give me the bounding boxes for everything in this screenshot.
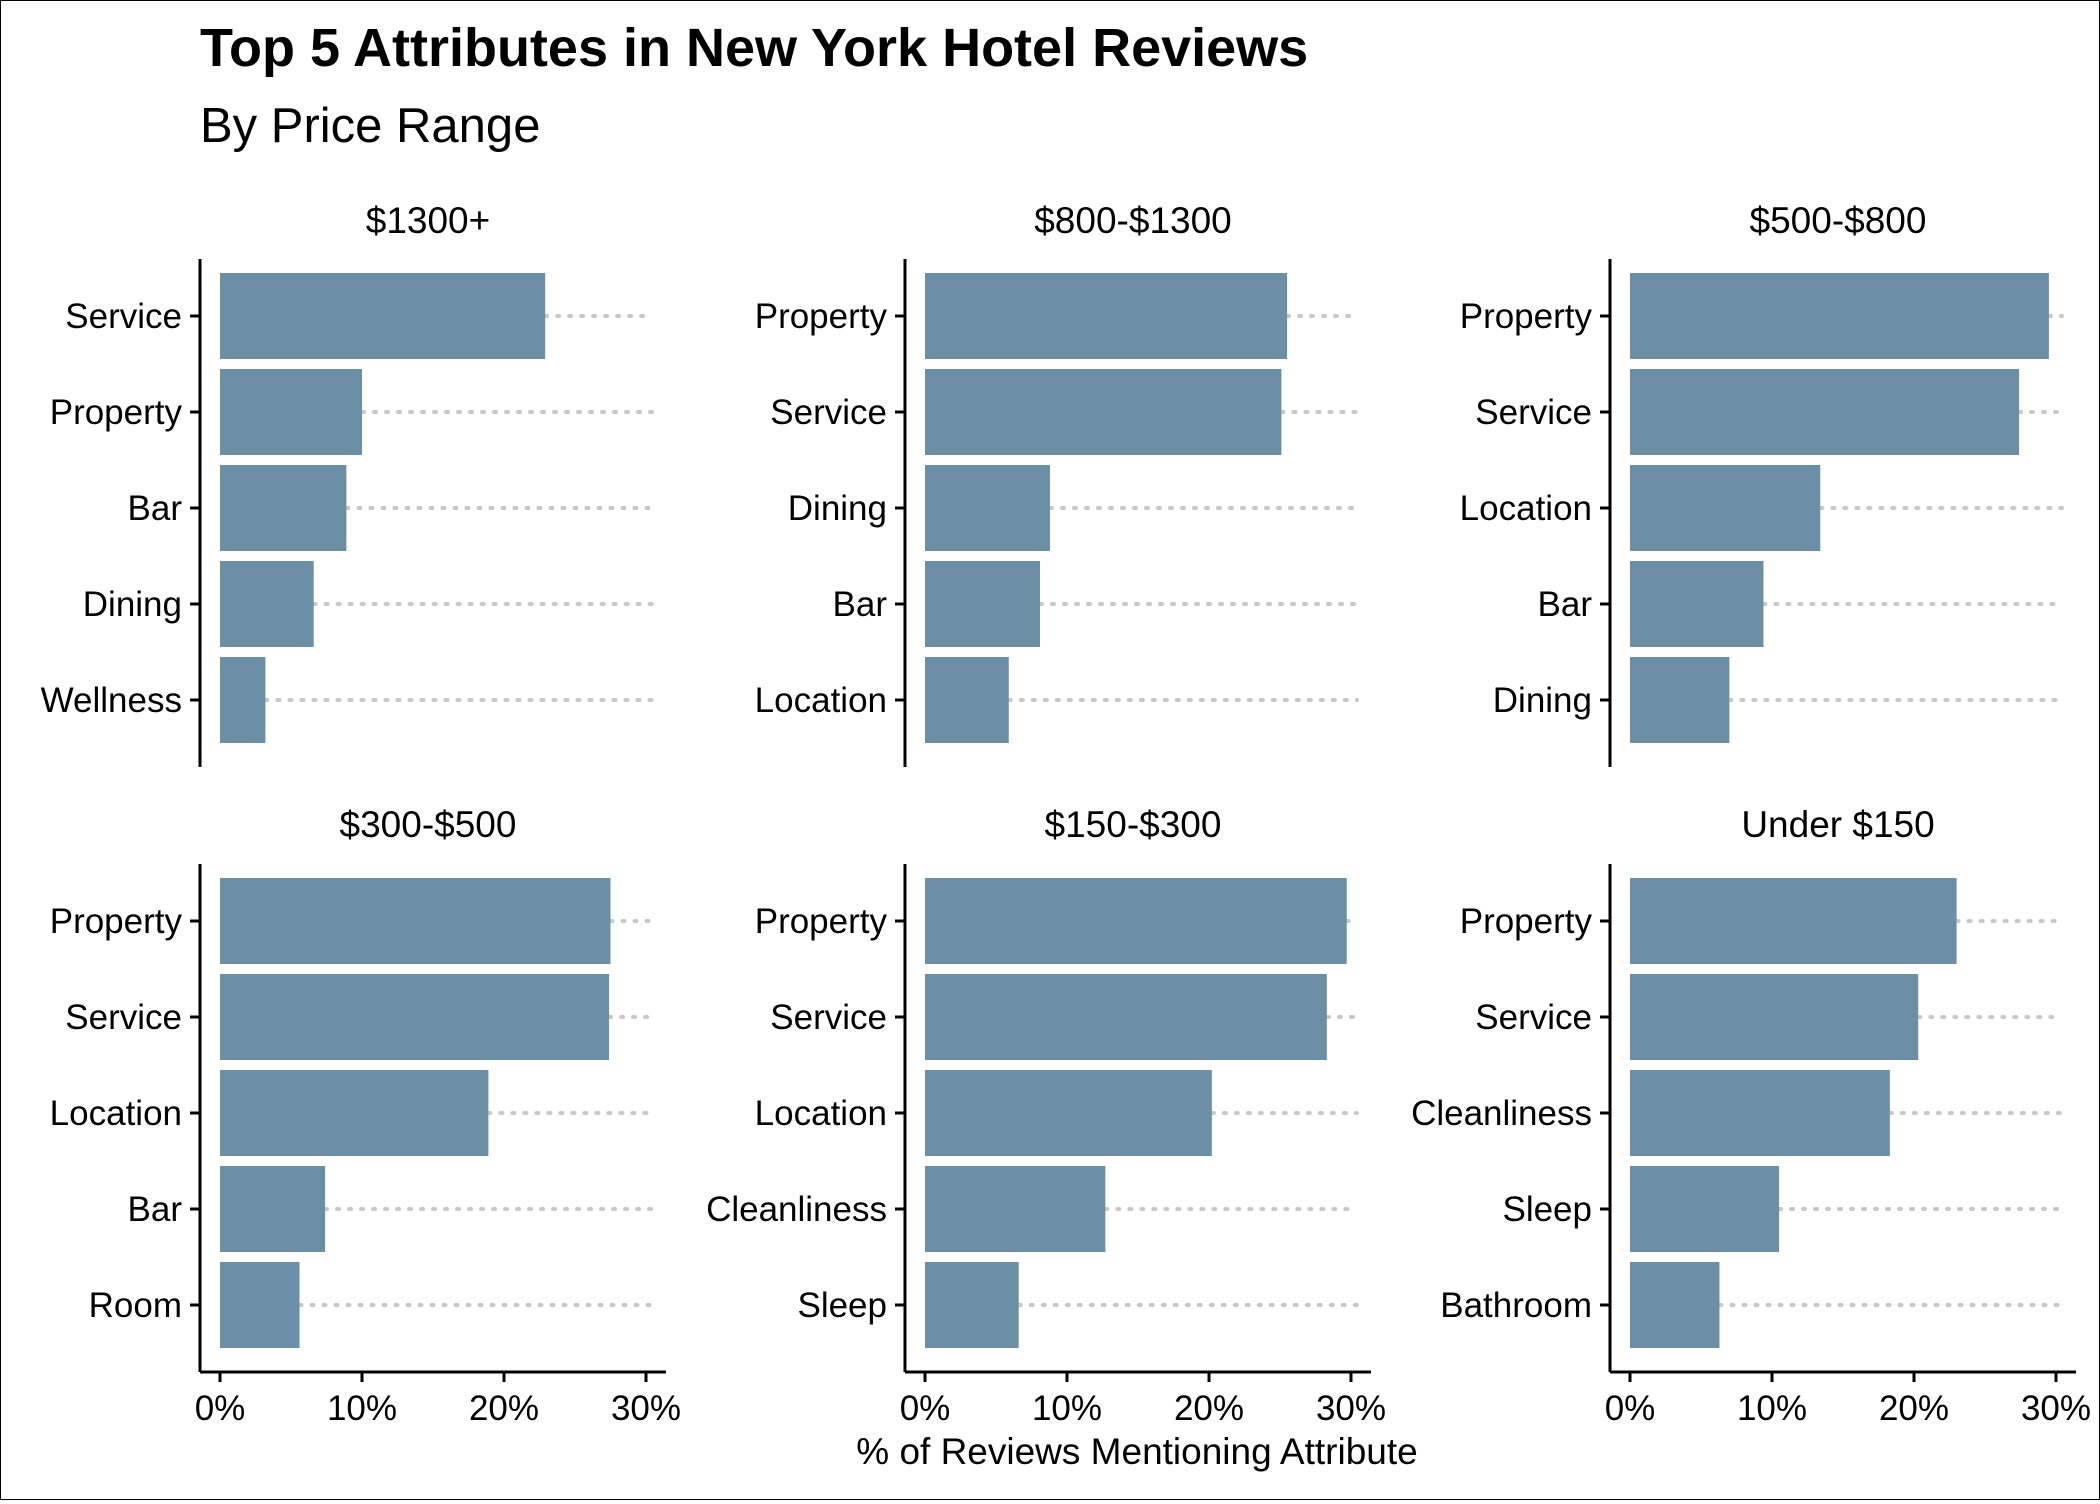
- facet-label: $1300+: [366, 200, 491, 241]
- x-tick-label: 30%: [2021, 1389, 2091, 1428]
- bar: [925, 878, 1347, 964]
- chart-subtitle: By Price Range: [200, 99, 540, 153]
- bar: [220, 369, 362, 455]
- bar: [925, 369, 1282, 455]
- x-tick-label: 10%: [1032, 1389, 1102, 1428]
- y-tick-label: Property: [1460, 297, 1593, 336]
- x-tick-label: 10%: [327, 1389, 397, 1428]
- y-tick-label: Cleanliness: [1411, 1094, 1592, 1133]
- x-tick-label: 0%: [195, 1389, 246, 1428]
- y-tick-label: Service: [770, 998, 887, 1037]
- facet-label: $300-$500: [340, 804, 517, 845]
- y-tick-label: Location: [1460, 489, 1592, 528]
- y-tick-label: Location: [755, 1094, 887, 1133]
- y-tick-label: Location: [755, 681, 887, 720]
- bar: [925, 1070, 1212, 1156]
- bar: [1630, 974, 1919, 1060]
- bar: [220, 1262, 300, 1348]
- y-tick-label: Bar: [1538, 585, 1593, 624]
- y-tick-label: Property: [1460, 902, 1593, 941]
- bar: [220, 465, 347, 551]
- facet-label: $500-$800: [1750, 200, 1927, 241]
- facet-panel: $300-$500 Property Service Location Bar Room 0…: [50, 804, 681, 1428]
- y-tick-label: Property: [755, 902, 888, 941]
- bar: [925, 1166, 1106, 1252]
- y-tick-label: Room: [89, 1286, 182, 1325]
- bar: [925, 561, 1041, 647]
- y-tick-label: Property: [50, 393, 183, 432]
- bar: [1630, 1166, 1780, 1252]
- chart-title: Top 5 Attributes in New York Hotel Revie…: [200, 18, 1308, 78]
- y-tick-label: Service: [770, 393, 887, 432]
- bar: [220, 273, 546, 359]
- y-tick-label: Location: [50, 1094, 182, 1133]
- facet-panel: $1300+ Service Property Bar Dining Wellness: [41, 200, 654, 767]
- bar: [1630, 657, 1730, 743]
- x-tick-label: 10%: [1737, 1389, 1807, 1428]
- y-tick-label: Wellness: [41, 681, 182, 720]
- y-tick-label: Bar: [128, 489, 183, 528]
- y-tick-label: Dining: [1493, 681, 1592, 720]
- facet-panel: $500-$800 Property Service Location Bar Dinin…: [1460, 200, 2064, 767]
- bar: [925, 465, 1050, 551]
- x-tick-label: 0%: [1605, 1389, 1656, 1428]
- x-tick-label: 20%: [1174, 1389, 1244, 1428]
- y-tick-label: Sleep: [797, 1286, 887, 1325]
- bar: [220, 657, 266, 743]
- y-tick-label: Property: [50, 902, 183, 941]
- bar: [925, 273, 1288, 359]
- bar: [925, 974, 1327, 1060]
- bar: [925, 657, 1009, 743]
- bar: [220, 974, 610, 1060]
- facet-label: $150-$300: [1045, 804, 1222, 845]
- x-axis-label: % of Reviews Mentioning Attribute: [856, 1431, 1417, 1472]
- bar: [1630, 561, 1764, 647]
- y-tick-label: Service: [1475, 998, 1592, 1037]
- y-tick-label: Service: [1475, 393, 1592, 432]
- y-tick-label: Cleanliness: [706, 1190, 887, 1229]
- y-tick-label: Dining: [788, 489, 887, 528]
- bar: [925, 1262, 1019, 1348]
- bar: [1630, 1070, 1890, 1156]
- x-tick-label: 20%: [1879, 1389, 1949, 1428]
- bar: [1630, 465, 1821, 551]
- y-tick-label: Dining: [83, 585, 182, 624]
- y-tick-label: Service: [65, 998, 182, 1037]
- bar: [1630, 1262, 1720, 1348]
- y-tick-label: Bar: [128, 1190, 183, 1229]
- bar: [1630, 273, 2049, 359]
- x-tick-label: 20%: [469, 1389, 539, 1428]
- bar: [220, 561, 314, 647]
- bar: [1630, 369, 2020, 455]
- x-tick-label: 30%: [1316, 1389, 1386, 1428]
- y-tick-label: Bar: [833, 585, 888, 624]
- bar: [220, 878, 611, 964]
- y-tick-label: Service: [65, 297, 182, 336]
- x-tick-label: 30%: [611, 1389, 681, 1428]
- bar: [220, 1070, 489, 1156]
- bar: [1630, 878, 1957, 964]
- y-tick-label: Property: [755, 297, 888, 336]
- y-tick-label: Bathroom: [1440, 1286, 1592, 1325]
- y-tick-label: Sleep: [1502, 1190, 1592, 1229]
- bar: [220, 1166, 326, 1252]
- facet-panel: $800-$1300 Property Service Dining Bar Locati…: [755, 200, 1359, 767]
- facet-label: $800-$1300: [1034, 200, 1232, 241]
- facet-label: Under $150: [1741, 804, 1934, 845]
- facet-panel: $150-$300 Property Service Location Cleanlin…: [706, 804, 1386, 1428]
- x-tick-label: 0%: [900, 1389, 951, 1428]
- facet-panel: Under $150 Property Service Cleanliness Slee…: [1411, 804, 2091, 1428]
